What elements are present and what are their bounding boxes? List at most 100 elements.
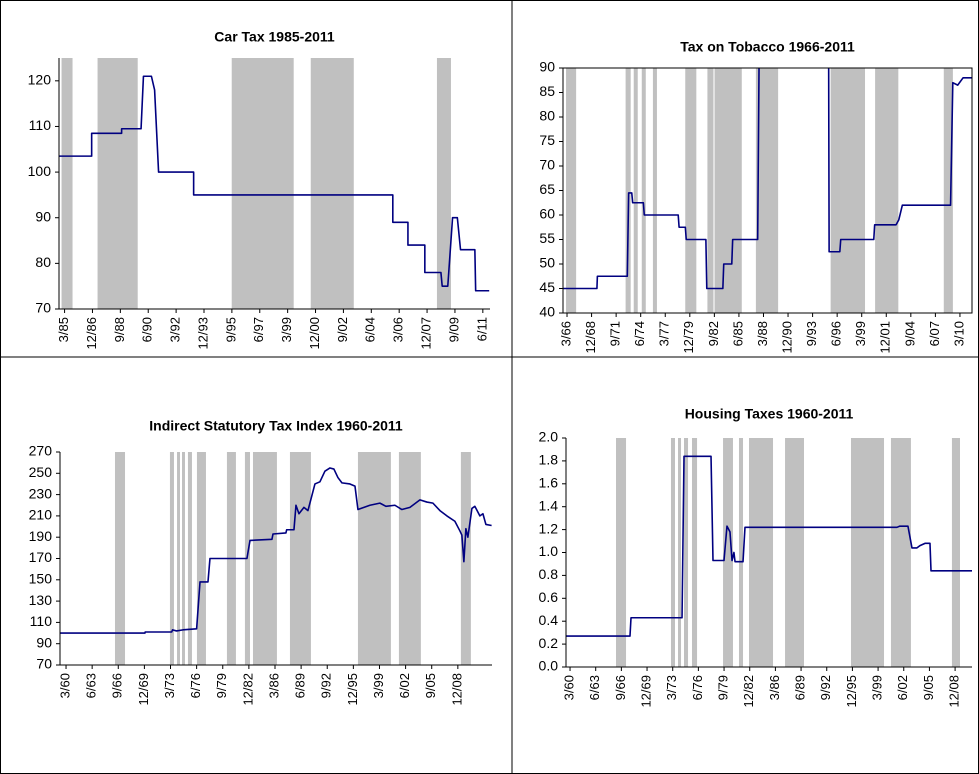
x-tick-label: 6/74 xyxy=(632,321,647,346)
x-tick-label: 12/90 xyxy=(779,321,794,354)
x-tick-label: 12/01 xyxy=(878,321,893,354)
chart-title: Indirect Statutory Tax Index 1960-2011 xyxy=(149,418,403,434)
shaded-period xyxy=(196,452,206,665)
x-tick-label: 12/79 xyxy=(681,321,696,354)
shaded-period xyxy=(890,438,911,667)
x-tick-label: 6/89 xyxy=(793,675,808,700)
y-tick-label: 1.2 xyxy=(539,520,559,536)
x-tick-label: 3/99 xyxy=(371,673,386,698)
x-tick-label: 3/99 xyxy=(853,321,868,346)
shaded-period xyxy=(310,58,354,309)
shaded-period xyxy=(566,68,577,313)
y-tick-label: 75 xyxy=(539,132,555,148)
data-line xyxy=(566,455,972,637)
shaded-period xyxy=(169,452,174,665)
x-tick-label: 3/06 xyxy=(391,317,406,342)
x-tick-label: 3/10 xyxy=(951,321,966,346)
chart-title: Tax on Tobacco 1966-2011 xyxy=(680,39,855,55)
shaded-period xyxy=(633,68,638,313)
x-tick-label: 3/73 xyxy=(664,675,679,700)
x-tick-label: 6/76 xyxy=(690,675,705,700)
shaded-period xyxy=(850,438,885,667)
x-tick-label: 3/92 xyxy=(168,317,183,342)
shaded-period xyxy=(723,438,733,667)
x-tick-label: 3/77 xyxy=(657,321,672,346)
y-tick-label: 70 xyxy=(36,656,52,672)
shaded-period xyxy=(641,68,646,313)
y-tick-label: 65 xyxy=(539,181,555,197)
y-tick-label: 45 xyxy=(539,279,555,295)
y-tick-label: 85 xyxy=(539,83,555,99)
x-tick-label: 6/90 xyxy=(140,317,155,342)
y-tick-label: 210 xyxy=(29,507,53,523)
data-line xyxy=(563,67,972,290)
x-tick-label: 6/63 xyxy=(587,675,602,700)
y-tick-label: 110 xyxy=(29,117,52,133)
x-tick-label: 12/69 xyxy=(638,675,653,708)
shaded-period xyxy=(436,58,451,309)
y-tick-label: 230 xyxy=(29,485,53,501)
x-tick-label: 3/66 xyxy=(558,321,573,346)
y-tick-label: 70 xyxy=(35,300,51,316)
x-tick-label: 3/60 xyxy=(57,673,72,698)
y-tick-label: 80 xyxy=(539,108,555,124)
x-tick-label: 3/73 xyxy=(162,673,177,698)
shaded-period xyxy=(177,452,180,665)
shaded-period xyxy=(61,58,73,309)
x-tick-label: 6/89 xyxy=(293,673,308,698)
shaded-period xyxy=(875,68,899,313)
x-tick-label: 3/60 xyxy=(561,675,576,700)
shaded-period xyxy=(252,452,277,665)
chart-title: Housing Taxes 1960-2011 xyxy=(685,406,854,422)
x-tick-label: 6/96 xyxy=(829,321,844,346)
y-tick-label: 90 xyxy=(539,59,555,75)
x-tick-label: 12/95 xyxy=(844,675,859,708)
x-tick-label: 9/66 xyxy=(110,673,125,698)
x-tick-label: 6/63 xyxy=(84,673,99,698)
y-tick-label: 190 xyxy=(29,528,53,544)
shaded-period xyxy=(749,438,774,667)
shaded-period xyxy=(951,438,960,667)
y-tick-label: 0.6 xyxy=(539,589,559,605)
x-tick-label: 6/11 xyxy=(474,317,489,341)
x-tick-label: 6/85 xyxy=(730,321,745,346)
data-line xyxy=(60,467,492,634)
chart: Housing Taxes 1960-2011 0.0 0.2 0.4 0.6 0.8 1.… xyxy=(539,406,972,708)
y-tick-label: 150 xyxy=(29,571,53,587)
y-tick-label: 70 xyxy=(539,157,555,173)
x-tick-label: 9/92 xyxy=(319,673,334,698)
y-tick-label: 100 xyxy=(28,163,52,179)
x-tick-label: 3/86 xyxy=(266,673,281,698)
x-tick-label: 9/93 xyxy=(804,321,819,346)
y-tick-label: 60 xyxy=(539,206,555,222)
y-tick-label: 110 xyxy=(30,613,53,629)
shaded-period xyxy=(830,68,866,313)
x-tick-label: 12/95 xyxy=(345,673,360,706)
y-tick-label: 270 xyxy=(29,443,53,459)
x-tick-label: 9/05 xyxy=(921,675,936,700)
x-tick-label: 9/02 xyxy=(335,317,350,342)
x-tick-label: 9/92 xyxy=(818,675,833,700)
shaded-period xyxy=(755,68,779,313)
shaded-period xyxy=(785,438,804,667)
x-tick-label: 9/66 xyxy=(613,675,628,700)
x-tick-label: 12/68 xyxy=(583,321,598,354)
x-tick-label: 12/08 xyxy=(449,673,464,706)
x-tick-label: 6/04 xyxy=(363,317,378,342)
shaded-period xyxy=(114,452,126,665)
x-tick-label: 9/95 xyxy=(223,317,238,342)
x-tick-label: 3/88 xyxy=(755,321,770,346)
x-tick-label: 3/99 xyxy=(279,317,294,342)
x-tick-label: 12/82 xyxy=(741,675,756,708)
shaded-period xyxy=(97,58,138,309)
shaded-period xyxy=(182,452,185,665)
y-tick-label: 55 xyxy=(539,230,555,246)
shaded-period xyxy=(691,438,698,667)
x-tick-label: 9/82 xyxy=(706,321,721,346)
data-line xyxy=(59,75,490,292)
x-tick-label: 3/85 xyxy=(56,317,71,342)
plot-frame xyxy=(562,67,973,314)
x-tick-label: 9/04 xyxy=(902,321,917,346)
shaded-period xyxy=(707,68,714,313)
